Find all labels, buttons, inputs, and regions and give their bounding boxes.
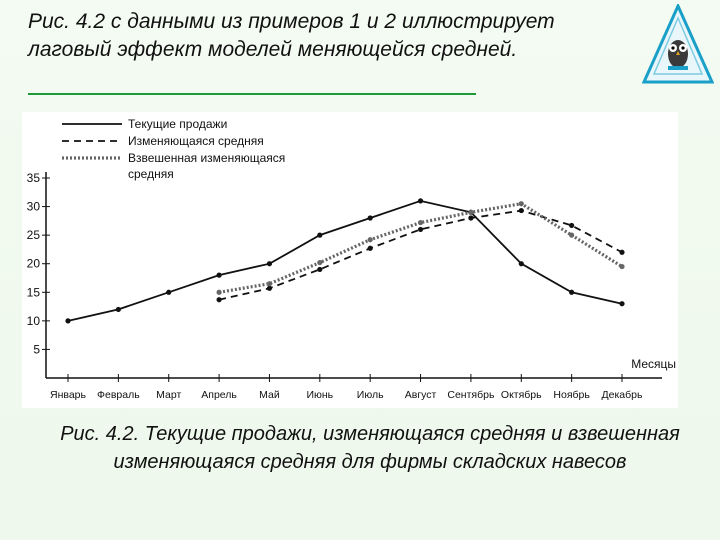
data-point xyxy=(367,215,373,221)
legend-label-3-cont: средняя xyxy=(128,167,174,181)
data-point xyxy=(317,232,323,238)
data-point xyxy=(65,318,71,324)
x-tick-label: Июль xyxy=(357,389,384,401)
x-tick-label: Август xyxy=(405,389,437,401)
chart-container: 5 10 15 20 25 30 35 Январь Февраль Март Апрель Май… xyxy=(22,112,678,408)
x-axis-title: Месяцы xyxy=(631,357,676,371)
data-point xyxy=(569,289,575,295)
legend-label-3: Взвешенная изменяющаяся xyxy=(128,151,285,165)
x-tick-labels: Январь Февраль Март Апрель Май Июнь Июль Август… xyxy=(50,389,643,401)
data-point xyxy=(266,285,273,291)
x-tick-label: Сентябрь xyxy=(447,389,495,401)
data-point xyxy=(266,281,273,287)
data-point xyxy=(367,245,373,251)
series-line-2 xyxy=(218,209,623,301)
slide-title: Рис. 4.2 с данными из примеров 1 и 2 илл… xyxy=(28,10,555,61)
data-point xyxy=(569,222,575,229)
y-tick-label: 10 xyxy=(27,314,41,328)
data-point xyxy=(367,237,373,243)
data-point xyxy=(216,272,222,278)
owl-logo-icon xyxy=(642,4,714,84)
data-point xyxy=(619,301,625,307)
data-point xyxy=(619,263,625,270)
x-tick-label: Май xyxy=(259,389,280,401)
y-tick-label: 15 xyxy=(27,285,41,299)
legend-label-2: Изменяющаяся средняя xyxy=(128,134,264,148)
data-point xyxy=(468,209,474,215)
data-point xyxy=(317,266,323,273)
y-tick-label: 25 xyxy=(27,228,41,242)
y-tick-label: 30 xyxy=(27,200,41,214)
x-tick-label: Январь xyxy=(50,389,87,401)
data-point xyxy=(417,198,424,204)
legend-label-1: Текущие продажи xyxy=(128,117,227,131)
x-tick-label: Декабрь xyxy=(602,389,643,401)
data-point xyxy=(417,226,424,233)
chart-legend: Текущие продажи Изменяющаяся средняя Взвеш… xyxy=(62,117,285,181)
data-point xyxy=(518,201,524,207)
x-tick-label: Ноябрь xyxy=(553,389,590,401)
data-point xyxy=(216,297,222,303)
data-point xyxy=(518,207,524,214)
y-tick-label: 5 xyxy=(33,342,40,356)
chart-axes xyxy=(42,172,662,382)
data-point xyxy=(569,232,575,238)
series-line-1 xyxy=(67,199,623,322)
data-point xyxy=(417,219,424,226)
y-tick-label: 20 xyxy=(27,257,41,271)
data-point xyxy=(266,261,273,267)
x-tick-label: Апрель xyxy=(201,389,237,401)
x-tick-label: Март xyxy=(156,389,181,401)
data-point xyxy=(166,289,172,295)
x-tick-label: Февраль xyxy=(97,389,140,401)
data-point xyxy=(468,215,474,221)
data-point xyxy=(115,306,121,313)
data-point xyxy=(317,259,323,266)
y-tick-label: 35 xyxy=(27,171,41,185)
y-tick-labels: 5 10 15 20 25 30 35 xyxy=(27,171,41,356)
series-line-3 xyxy=(218,202,623,294)
data-point xyxy=(518,261,524,267)
data-point xyxy=(216,289,222,295)
x-tick-label: Июнь xyxy=(306,389,333,401)
data-point xyxy=(619,249,625,255)
x-tick-label: Октябрь xyxy=(501,389,542,401)
title-underline xyxy=(28,93,476,95)
figure-caption: Рис. 4.2. Текущие продажи, изменяющаяся … xyxy=(60,423,680,473)
series-lines xyxy=(65,198,625,324)
line-chart: 5 10 15 20 25 30 35 Январь Февраль Март Апрель Май… xyxy=(27,117,676,401)
